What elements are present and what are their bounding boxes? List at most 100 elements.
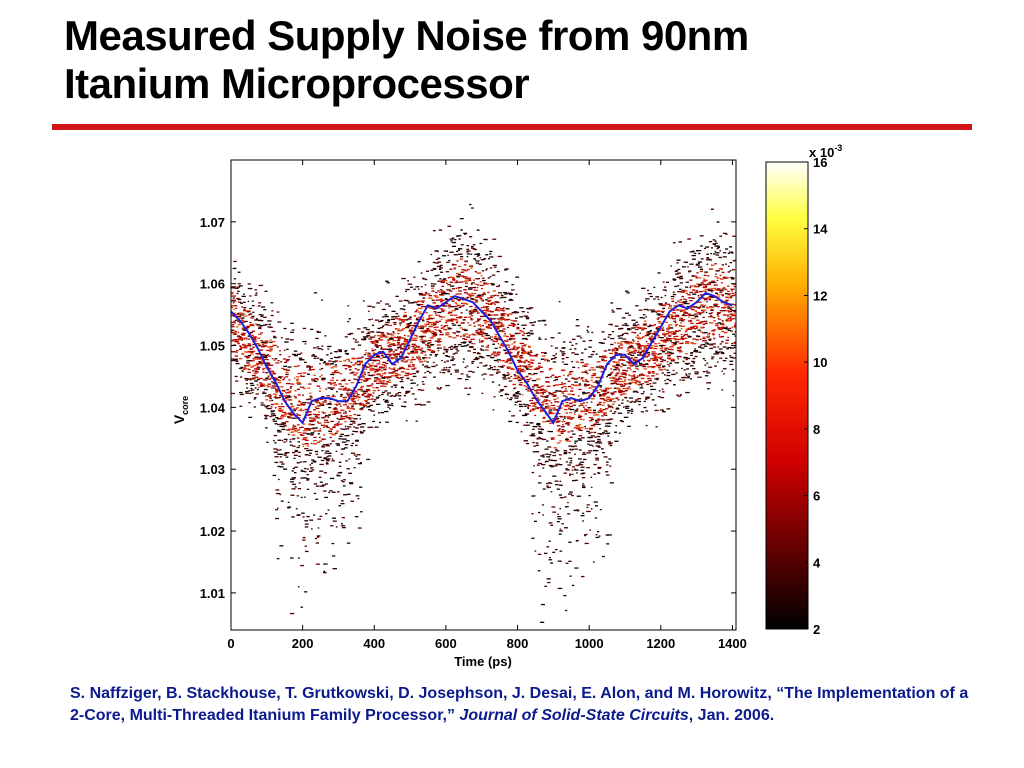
- noise-sample: [247, 350, 252, 353]
- noise-sample: [446, 348, 448, 351]
- noise-sample: [263, 316, 267, 318]
- noise-sample: [411, 345, 414, 348]
- noise-sample: [539, 621, 545, 623]
- noise-sample: [420, 286, 423, 288]
- noise-sample: [279, 466, 284, 468]
- noise-sample: [525, 381, 530, 383]
- noise-sample: [341, 441, 347, 443]
- noise-sample: [340, 379, 344, 382]
- noise-sample: [369, 374, 374, 377]
- noise-sample: [237, 321, 241, 323]
- noise-sample: [254, 397, 257, 399]
- noise-sample: [541, 504, 544, 506]
- noise-sample: [599, 428, 602, 430]
- noise-sample: [601, 359, 604, 361]
- noise-sample: [414, 311, 417, 313]
- noise-sample: [260, 364, 263, 366]
- noise-sample: [554, 398, 557, 401]
- noise-sample: [689, 319, 692, 322]
- noise-sample: [626, 343, 631, 345]
- noise-sample: [250, 331, 253, 334]
- noise-sample: [572, 404, 576, 406]
- noise-sample: [477, 318, 482, 320]
- noise-sample: [578, 414, 581, 416]
- noise-sample: [478, 324, 482, 326]
- noise-sample: [465, 276, 468, 278]
- noise-sample: [517, 348, 519, 350]
- noise-sample: [288, 379, 291, 381]
- noise-sample: [657, 396, 661, 398]
- noise-sample: [692, 368, 696, 370]
- noise-sample: [293, 355, 298, 357]
- noise-sample: [679, 282, 683, 284]
- noise-sample: [535, 389, 539, 391]
- noise-sample: [643, 400, 646, 403]
- noise-sample: [428, 297, 433, 299]
- noise-sample: [599, 411, 604, 413]
- noise-sample: [246, 387, 249, 389]
- noise-sample: [489, 267, 493, 269]
- noise-sample: [319, 515, 323, 517]
- noise-sample: [509, 333, 512, 335]
- noise-sample: [414, 350, 417, 352]
- noise-sample: [533, 372, 538, 375]
- noise-sample: [287, 413, 291, 415]
- noise-sample: [704, 332, 708, 334]
- noise-sample: [616, 308, 620, 310]
- noise-sample: [521, 338, 524, 340]
- noise-sample: [660, 344, 665, 347]
- noise-sample: [471, 360, 475, 363]
- noise-sample: [300, 352, 303, 354]
- noise-sample: [301, 443, 306, 445]
- noise-sample: [439, 330, 442, 332]
- noise-sample: [517, 391, 520, 393]
- noise-sample: [594, 436, 597, 438]
- noise-sample: [507, 315, 510, 317]
- noise-sample: [558, 464, 563, 466]
- noise-sample: [239, 345, 241, 347]
- noise-sample: [538, 336, 541, 339]
- noise-sample: [696, 326, 699, 328]
- noise-sample: [534, 550, 537, 552]
- noise-sample: [539, 371, 544, 373]
- noise-sample: [238, 336, 242, 338]
- noise-sample: [627, 412, 630, 414]
- noise-sample: [359, 404, 364, 406]
- noise-sample: [408, 302, 413, 304]
- noise-sample: [599, 356, 603, 358]
- noise-sample: [683, 309, 686, 311]
- noise-sample: [443, 325, 446, 328]
- noise-sample: [579, 418, 583, 420]
- noise-sample: [390, 358, 394, 360]
- noise-sample: [515, 317, 518, 319]
- noise-sample: [565, 356, 569, 359]
- noise-sample: [626, 387, 629, 389]
- noise-sample: [353, 398, 355, 400]
- noise-sample: [470, 315, 474, 317]
- noise-sample: [267, 408, 272, 410]
- noise-sample: [285, 369, 290, 371]
- noise-sample: [571, 401, 576, 403]
- noise-sample: [636, 368, 639, 370]
- noise-sample: [265, 399, 269, 401]
- noise-sample: [675, 330, 678, 332]
- noise-sample: [616, 361, 620, 363]
- noise-sample: [262, 367, 266, 370]
- noise-sample: [576, 495, 582, 497]
- noise-sample: [445, 332, 450, 334]
- noise-sample: [637, 398, 642, 400]
- noise-sample: [575, 425, 578, 427]
- noise-sample: [687, 266, 689, 268]
- noise-sample: [247, 338, 251, 340]
- noise-sample: [273, 337, 277, 339]
- noise-sample: [460, 271, 463, 273]
- noise-sample: [634, 356, 638, 359]
- noise-sample: [368, 310, 370, 312]
- noise-sample: [300, 426, 304, 428]
- noise-sample: [317, 456, 322, 458]
- noise-sample: [374, 399, 377, 401]
- noise-sample: [399, 355, 403, 357]
- noise-sample: [256, 362, 261, 364]
- noise-sample: [296, 380, 299, 382]
- noise-sample: [427, 342, 430, 344]
